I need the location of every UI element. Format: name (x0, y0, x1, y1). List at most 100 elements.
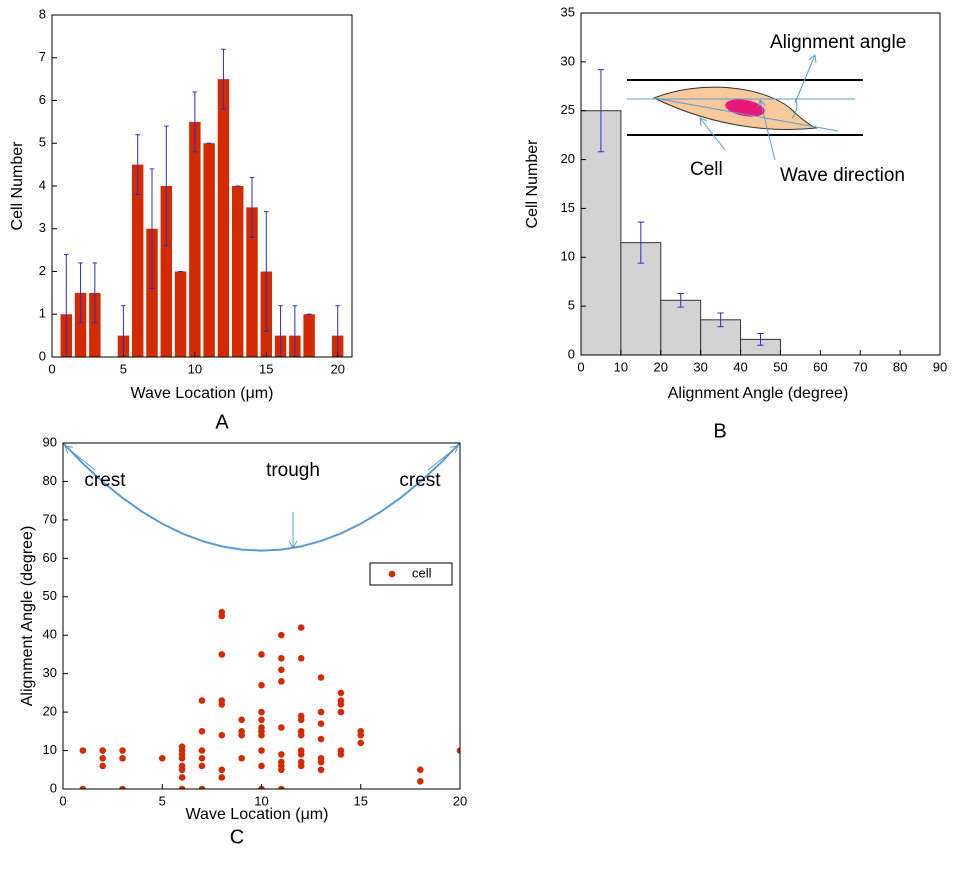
plot-area (581, 69, 924, 355)
point (218, 651, 226, 658)
point (297, 762, 305, 770)
bar (160, 186, 172, 357)
error-bar (249, 176, 255, 238)
error-bar (264, 211, 269, 332)
bar (303, 314, 315, 357)
point (119, 747, 126, 754)
error-bar (278, 305, 283, 357)
y-tick-label: 10 (561, 249, 575, 264)
y-tick-label: 2 (39, 263, 46, 278)
x-axis-label: Alignment Angle (degree) (668, 385, 849, 402)
y-tick-label: 8 (39, 6, 46, 21)
x-axis-label: Wave Location (μm) (131, 385, 274, 402)
y-axis-label: Cell Number (524, 139, 541, 229)
point (99, 762, 106, 770)
point (198, 747, 206, 754)
plot-area (63, 443, 460, 789)
y-tick-label: 60 (43, 550, 57, 565)
point (297, 731, 305, 739)
error-bar (78, 262, 83, 324)
point (79, 747, 87, 754)
point (238, 754, 245, 762)
point (297, 716, 305, 724)
point (198, 785, 206, 789)
point (119, 754, 126, 762)
point (238, 731, 245, 739)
y-tick-label: 0 (568, 346, 575, 361)
error-bar (221, 48, 226, 110)
y-axis-label: Alignment Angle (degree) (19, 526, 36, 707)
y-tick-label: 0 (39, 348, 46, 363)
x-tick-label: 20 (453, 793, 467, 808)
bar (146, 228, 158, 357)
point (99, 747, 106, 754)
bar (232, 186, 244, 357)
axes-box (580, 12, 941, 356)
point (258, 651, 265, 658)
arrow (700, 118, 726, 151)
panel-label: A (215, 411, 229, 433)
bar (660, 299, 702, 355)
point (79, 785, 87, 789)
point (278, 666, 285, 674)
error-bar (64, 253, 69, 357)
error-bar (192, 91, 198, 153)
x-tick-label: 90 (933, 359, 947, 374)
point (357, 731, 365, 739)
x-tick-label: 60 (813, 359, 827, 374)
point (278, 766, 285, 774)
y-tick-label: 35 (561, 4, 575, 19)
bar (174, 271, 187, 357)
x-tick-label: 5 (159, 793, 166, 808)
bar (189, 121, 201, 357)
y-tick-label: 5 (568, 298, 575, 313)
point (337, 701, 345, 708)
legend-marker (388, 570, 396, 578)
point (278, 724, 285, 731)
y-tick-label: 70 (43, 511, 57, 526)
x-tick-label: 15 (354, 793, 368, 808)
x-tick-label: 10 (188, 361, 202, 376)
x-tick-label: 20 (654, 359, 668, 374)
point (178, 754, 186, 762)
annotation: Alignment angle (770, 32, 906, 53)
x-tick-label: 10 (614, 359, 628, 374)
x-tick-label: 70 (853, 359, 867, 374)
y-tick-label: 25 (561, 102, 575, 117)
arrow (760, 100, 776, 161)
error-bar (757, 333, 764, 346)
bar (203, 143, 215, 357)
point (278, 654, 285, 662)
x-tick-label: 5 (120, 361, 127, 376)
panel-label: C (230, 826, 244, 848)
error-bar (637, 221, 645, 264)
y-tick-label: 0 (50, 780, 57, 795)
point (337, 751, 345, 758)
y-tick-label: 15 (561, 200, 575, 215)
point (238, 716, 245, 724)
point (278, 678, 285, 685)
annotation: Wave direction (780, 165, 905, 186)
point (317, 708, 325, 716)
x-tick-label: 30 (693, 359, 707, 374)
point (456, 747, 460, 754)
bar (74, 292, 87, 357)
error-bar (164, 125, 169, 247)
bar (132, 164, 144, 357)
arrow (794, 55, 815, 104)
point (357, 739, 365, 747)
bar (89, 292, 101, 357)
y-tick-label: 30 (43, 665, 57, 680)
point (158, 754, 166, 762)
point (178, 774, 186, 781)
error-bar (292, 305, 298, 357)
x-tick-label: 20 (330, 361, 344, 376)
y-tick-label: 7 (39, 49, 46, 64)
point (417, 766, 424, 774)
point (317, 674, 325, 681)
point (218, 701, 226, 708)
y-tick-label: 50 (43, 588, 57, 603)
error-bar (135, 134, 140, 196)
point (317, 766, 325, 774)
